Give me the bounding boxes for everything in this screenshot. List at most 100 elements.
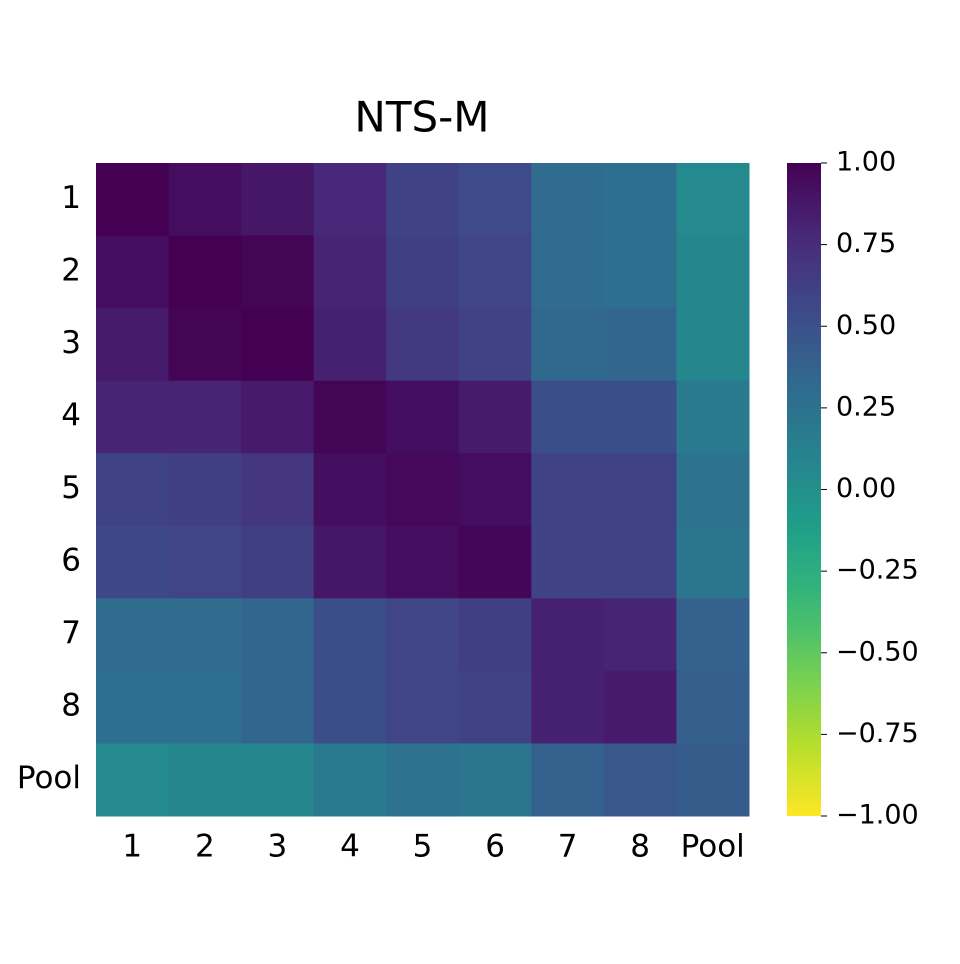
colorbar-tick-label: −0.75	[836, 718, 919, 749]
heatmap-cell	[241, 525, 315, 599]
heatmap-cell	[603, 598, 677, 672]
heatmap-cell	[386, 598, 460, 672]
heatmap-cell	[676, 453, 750, 527]
heatmap-cell	[458, 380, 532, 454]
y-tick-label: 5	[61, 470, 81, 506]
heatmap-cell	[676, 670, 750, 744]
heatmap-cell	[458, 670, 532, 744]
heatmap-cell	[96, 670, 170, 744]
x-tick-label: 7	[558, 829, 578, 865]
heatmap-cell	[168, 380, 242, 454]
heatmap-cell	[386, 308, 460, 382]
heatmap-cell	[96, 235, 170, 309]
heatmap-cell	[168, 743, 242, 817]
heatmap-cell	[603, 380, 677, 454]
x-tick-label: 2	[195, 829, 215, 865]
heatmap-cell	[458, 235, 532, 309]
heatmap-cell	[313, 163, 387, 237]
y-tick-label: Pool	[17, 760, 81, 796]
heatmap-cell	[168, 598, 242, 672]
x-tick-label: 6	[485, 829, 505, 865]
heatmap-cell	[241, 743, 315, 817]
colorbar-tick-label: 0.75	[836, 228, 896, 259]
heatmap-cell	[458, 308, 532, 382]
heatmap-cell	[96, 525, 170, 599]
heatmap-cell	[313, 453, 387, 527]
heatmap-cell	[458, 598, 532, 672]
heatmap-cell	[531, 453, 605, 527]
heatmap-cell	[168, 308, 242, 382]
heatmap-cell	[603, 743, 677, 817]
heatmap-cell	[531, 670, 605, 744]
colorbar-tick-label: 0.00	[836, 473, 896, 504]
heatmap-cell	[168, 525, 242, 599]
heatmap-cell	[241, 670, 315, 744]
heatmap-cell	[241, 453, 315, 527]
x-tick-label: 8	[630, 829, 650, 865]
heatmap-cell	[386, 670, 460, 744]
heatmap-cell	[603, 525, 677, 599]
heatmap-cell	[96, 308, 170, 382]
y-tick-label: 6	[61, 543, 81, 579]
heatmap-cell	[458, 163, 532, 237]
heatmap-cell	[531, 235, 605, 309]
heatmap-cell	[603, 163, 677, 237]
y-tick-label: 2	[61, 252, 81, 288]
heatmap-cell	[676, 743, 750, 817]
heatmap-cell	[313, 743, 387, 817]
heatmap-cell	[531, 308, 605, 382]
heatmap-cell	[531, 163, 605, 237]
heatmap-cell	[458, 525, 532, 599]
heatmap-cell	[603, 308, 677, 382]
heatmap-cell	[168, 453, 242, 527]
heatmap-cell	[96, 453, 170, 527]
heatmap-cell	[603, 235, 677, 309]
heatmap-cell	[531, 525, 605, 599]
y-tick-label: 1	[61, 180, 81, 216]
heatmap-cell	[96, 743, 170, 817]
x-tick-label: 5	[413, 829, 433, 865]
heatmap-cell	[313, 598, 387, 672]
heatmap-cell	[676, 308, 750, 382]
heatmap-cell	[531, 743, 605, 817]
heatmap-cell	[531, 598, 605, 672]
heatmap-cell	[603, 670, 677, 744]
heatmap-cell	[241, 235, 315, 309]
heatmap-cell	[241, 380, 315, 454]
colorbar-tick-label: −0.25	[836, 555, 919, 586]
chart-title: NTS-M	[354, 93, 489, 142]
x-tick-label: 3	[268, 829, 288, 865]
y-tick-label: 8	[61, 688, 81, 724]
heatmap-cell	[313, 308, 387, 382]
x-tick-label: 4	[340, 829, 360, 865]
y-tick-label: 3	[61, 325, 81, 361]
heatmap-cell	[386, 743, 460, 817]
heatmap-cell	[531, 380, 605, 454]
heatmap-cell	[241, 308, 315, 382]
colorbar	[787, 163, 821, 816]
heatmap-cell	[676, 598, 750, 672]
heatmap-cell	[386, 235, 460, 309]
heatmap-cell	[458, 743, 532, 817]
heatmap-cell	[676, 163, 750, 237]
heatmap-cell	[676, 380, 750, 454]
heatmap-cell	[676, 525, 750, 599]
heatmap-cell	[386, 453, 460, 527]
heatmap-cell	[168, 670, 242, 744]
colorbar-tick-label: 1.00	[836, 147, 896, 178]
heatmap-cell	[386, 163, 460, 237]
heatmap-cell	[313, 380, 387, 454]
heatmap-cell	[676, 235, 750, 309]
x-tick-label: Pool	[681, 829, 745, 865]
heatmap-cell	[313, 670, 387, 744]
heatmap-cell	[241, 163, 315, 237]
heatmap-cell	[168, 235, 242, 309]
heatmap-cell	[241, 598, 315, 672]
heatmap-cell	[168, 163, 242, 237]
colorbar-tick-label: −1.00	[836, 800, 919, 831]
heatmap-cell	[96, 380, 170, 454]
x-tick-label: 1	[122, 829, 142, 865]
heatmap-cell	[386, 525, 460, 599]
y-tick-label: 7	[61, 615, 81, 651]
